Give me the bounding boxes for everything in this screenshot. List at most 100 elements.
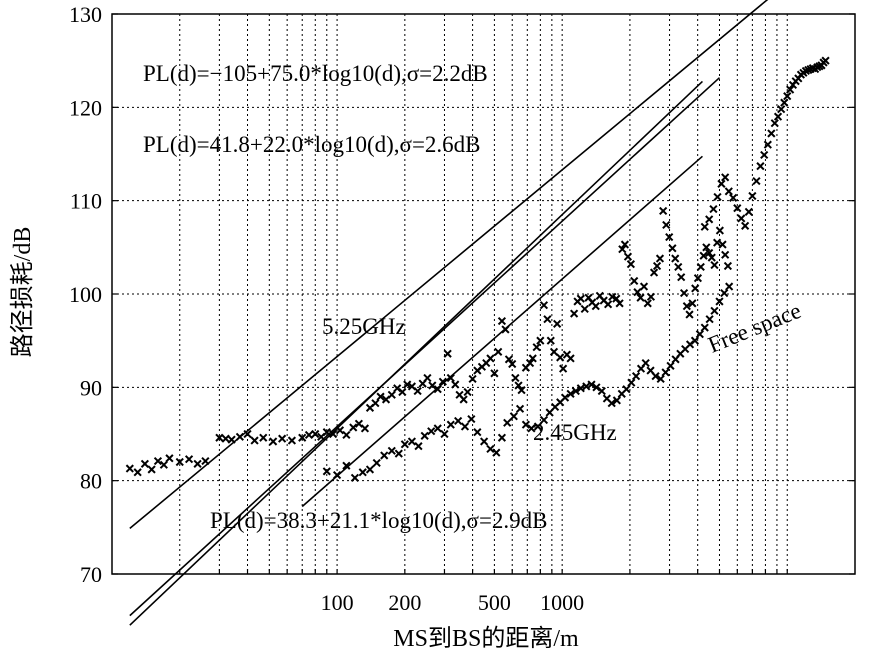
x-tick-label: 1000 [540,590,584,615]
data-point [322,467,331,476]
data-point [756,162,765,171]
data-point [717,179,726,188]
data-point [517,386,526,395]
data-point [566,389,575,398]
data-point [467,414,476,424]
data-point [688,299,697,308]
data-point [153,456,163,466]
data-point [508,359,517,369]
data-point [147,465,156,474]
data-point [227,435,236,444]
data-point [705,315,714,324]
data-point [427,427,436,436]
data-point [515,404,525,413]
data-point [777,105,786,114]
data-point [718,240,727,249]
data-point [414,442,423,451]
data-point [259,433,268,442]
data-point [679,288,689,298]
data-point [633,288,642,297]
data-point [342,430,351,440]
data-point [659,206,668,216]
data-point [525,358,535,368]
data-point [760,150,769,160]
data-point [311,429,320,439]
data-point [494,347,503,356]
data-point [486,354,495,363]
annotation-free-space-label: Free space [705,298,805,358]
data-point [710,260,719,270]
data-point [159,460,168,469]
y-tick-label: 100 [69,282,102,307]
y-tick-label: 90 [80,375,102,400]
data-point [709,204,718,214]
data-point [662,220,671,230]
data-point [175,457,184,467]
data-point [744,207,753,216]
data-point [250,436,259,445]
data-point [695,330,704,339]
data-point [521,420,530,429]
data-point [387,446,396,455]
data-point [215,433,224,442]
y-tick-label: 80 [80,469,102,494]
data-point [607,399,616,408]
data-point [365,465,375,474]
y-tick-label: 130 [69,2,102,27]
data-point [376,392,385,401]
annotation-dual-slope-formula: PL(d)=−105+75.0*log10(d),σ=2.2dB [143,61,488,86]
data-point [193,459,202,468]
data-point [620,240,630,249]
data-point [615,299,624,308]
data-point [655,254,665,263]
data-point [221,434,230,443]
data-point [671,254,680,263]
data-point [413,386,422,396]
data-point [490,369,499,378]
x-axis-ticks: 100 200 500 1000 [179,569,788,615]
data-point [715,297,724,306]
data-point [304,430,314,440]
grid-lines [112,14,855,574]
data-point [571,386,580,396]
data-point [287,436,297,445]
data-point [514,381,523,390]
data-point [133,468,142,477]
data-point [511,373,520,383]
data-point [748,191,757,201]
fit-line-5-25ghz-companion [129,80,703,626]
data-point [786,85,795,94]
data-point [546,336,555,345]
y-tick-label: 110 [70,189,102,214]
data-point [543,315,552,324]
fit-line-5-25ghz-fit [129,77,721,617]
data-point [549,347,559,356]
data-point [539,415,549,425]
data-point [646,292,656,301]
data-point [533,422,542,431]
data-point [298,433,307,442]
data-point [423,373,432,383]
data-point [696,262,705,272]
data-point [591,302,600,311]
data-point [371,399,380,408]
data-point [454,416,463,426]
data-point [767,129,776,138]
data-point [446,420,455,429]
data-point [720,288,729,298]
data-point [612,396,621,405]
data-point [349,423,358,432]
data-point [394,449,403,458]
data-point [451,380,460,389]
data-point [570,309,579,318]
data-point [184,455,194,464]
data-point [332,470,342,480]
data-point [460,422,470,431]
fit-lines [129,0,769,626]
data-point [737,214,746,223]
data-point [433,385,442,394]
data-point [721,250,730,259]
y-axis-ticks: 70 80 90 100 110 120 130 [69,2,855,587]
annotation-2.45ghz-label: 2.45GHz [533,420,617,445]
data-point [729,193,738,202]
